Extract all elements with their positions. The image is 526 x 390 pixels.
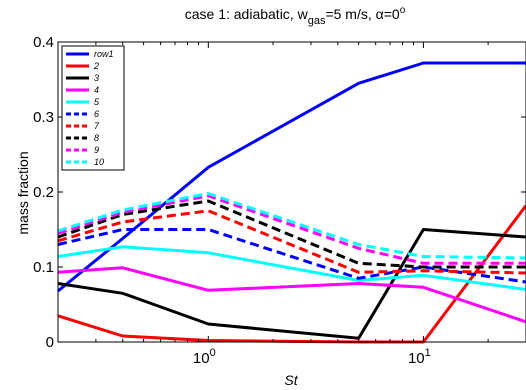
- legend-label-5: 5: [94, 97, 100, 107]
- legend: row1 2 3 4 5 6 7 8 9 10: [61, 45, 125, 171]
- chart-title-prefix: case 1: adiabatic, w: [185, 6, 309, 22]
- chart-title-middle: =5 m/s, α=0: [325, 6, 399, 22]
- legend-label-6: 6: [94, 109, 99, 119]
- legend-label-3: 3: [94, 73, 99, 83]
- series-line-8: [57, 199, 526, 269]
- x-tick-label: 101: [408, 347, 431, 367]
- y-tick-label: 0: [46, 334, 54, 351]
- legend-label-2: 2: [93, 61, 99, 71]
- chart-title: case 1: adiabatic, wgas=5 m/s, α=0o: [185, 5, 406, 27]
- x-tick-label: 100: [193, 347, 216, 367]
- legend-label-7: 7: [94, 121, 100, 131]
- series-line-2: [57, 204, 526, 344]
- series-line-10: [57, 192, 526, 260]
- y-tick-label: 0.2: [33, 184, 54, 201]
- chart-title-superscript: o: [400, 5, 406, 16]
- y-tick-label: 0.4: [33, 34, 54, 51]
- series-line-6: [57, 228, 526, 284]
- y-tick-label: 0.1: [33, 259, 54, 276]
- y-tick-label: 0.3: [33, 109, 54, 126]
- series-line-7: [57, 209, 526, 275]
- legend-label-8: 8: [94, 133, 99, 143]
- series-line-5: [57, 245, 526, 291]
- legend-label-4: 4: [94, 85, 99, 95]
- plot-frame: [58, 42, 526, 342]
- legend-label-10: 10: [94, 157, 104, 167]
- chart-title-subscript: gas: [308, 15, 326, 27]
- x-axis-label: St: [284, 372, 298, 388]
- legend-label-9: 9: [94, 145, 99, 155]
- y-axis-label: mass fraction: [15, 151, 31, 234]
- series-line-4: [57, 266, 526, 324]
- series-line-9: [57, 194, 526, 265]
- legend-label-row1: row1: [94, 49, 114, 59]
- series-line-3: [57, 228, 526, 340]
- series-layer: [57, 61, 526, 344]
